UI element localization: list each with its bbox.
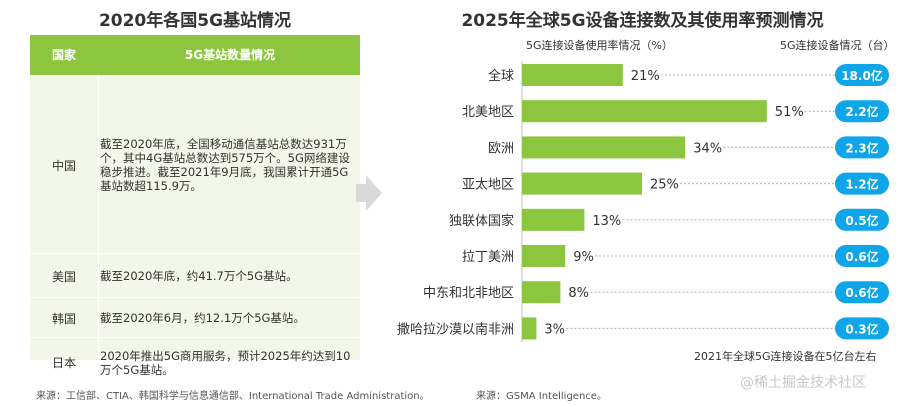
table-header: 国家 5G基站数量情况 <box>30 35 360 75</box>
usage-bar <box>522 208 585 231</box>
device-count-pill <box>835 100 889 123</box>
device-count-pill <box>835 245 889 267</box>
usage-bar <box>522 136 686 159</box>
row-text: 2020年推出5G商用服务，预计2025年约达到10万个5G基站。 <box>100 348 351 377</box>
device-count-label: 0.6亿 <box>845 285 878 300</box>
row-text: 截至2020年底，约41.7万个5G基站。 <box>100 269 298 283</box>
usage-data-label: 9% <box>573 250 594 265</box>
table-row: 美国 截至2020年底，约41.7万个5G基站。 <box>30 253 360 298</box>
device-count-label: 0.6亿 <box>845 249 878 264</box>
header-country: 国家 <box>51 48 76 62</box>
base-station-table: 国家 5G基站数量情况 中国 截至2020年底，全国移动通信基站总数达931万个… <box>30 35 360 387</box>
device-count-label: 0.3亿 <box>845 321 878 336</box>
usage-data-label: 34% <box>693 141 722 156</box>
usage-bar <box>522 172 642 195</box>
row-country: 中国 <box>30 76 99 254</box>
usage-bar <box>522 100 767 123</box>
row-country: 韩国 <box>30 298 99 338</box>
left-source: 来源：工信部、CTIA、韩国科学与信息通信部、International Tra… <box>36 391 430 402</box>
device-count-label: 0.5亿 <box>845 213 878 228</box>
category-label: 亚太地区 <box>462 178 514 193</box>
device-count-pill <box>835 136 889 159</box>
category-label: 独联体国家 <box>449 213 514 229</box>
header-info: 5G基站数量情况 <box>184 48 276 62</box>
watermark-text: @稀土掘金技术社区 <box>740 375 866 391</box>
category-label: 欧洲 <box>488 141 514 156</box>
device-count-label: 18.0亿 <box>841 68 883 83</box>
usage-bar <box>522 64 623 86</box>
row-country: 美国 <box>30 254 99 298</box>
chart-footnote: 2021年全球5G连接设备在5亿台左右 <box>694 350 877 363</box>
usage-header: 5G连接设备使用率情况（%） <box>526 39 673 52</box>
device-count-label: 1.2亿 <box>845 177 878 192</box>
device-count-label: 2.3亿 <box>845 140 878 155</box>
device-count-label: 2.2亿 <box>845 104 878 119</box>
usage-data-label: 3% <box>544 322 565 337</box>
category-label: 拉丁美洲 <box>462 250 514 265</box>
usage-data-label: 21% <box>631 69 660 84</box>
device-count-pill <box>835 317 889 340</box>
device-count-pill <box>835 208 889 231</box>
row-text: 截至2020年6月，约12.1万个5G基站。 <box>100 311 305 325</box>
arrow-icon-body <box>356 184 368 202</box>
category-label: 全球 <box>488 68 514 84</box>
device-count-pill <box>835 281 889 304</box>
right-source: 来源：GSMA Intelligence。 <box>476 391 607 402</box>
left-chart-title: 2020年各国5G基站情况 <box>98 11 292 31</box>
arrow-right-icon <box>366 175 382 211</box>
usage-bar <box>522 281 561 304</box>
device-count-pill <box>835 172 889 195</box>
usage-data-label: 51% <box>775 105 804 120</box>
devices-header: 5G连接设备情况（台） <box>780 39 895 52</box>
right-chart-title: 2025年全球5G设备连接数及其使用率预测情况 <box>461 11 824 31</box>
table-row: 中国 截至2020年底，全国移动通信基站总数达931万个，其中4G基站总数达到5… <box>30 75 360 254</box>
usage-bar <box>522 245 566 267</box>
category-label: 撒哈拉沙漠以南非洲 <box>397 321 514 337</box>
row-country: 日本 <box>30 338 99 387</box>
device-count-pill <box>835 64 889 86</box>
row-text: 截至2020年底，全国移动通信基站总数达931万个，其中4G基站总数达到575万… <box>100 137 350 193</box>
category-label: 北美地区 <box>462 105 514 120</box>
usage-data-label: 25% <box>650 178 679 193</box>
table-row: 日本 2020年推出5G商用服务，预计2025年约达到10万个5G基站。 <box>30 337 360 387</box>
usage-bar <box>522 317 537 340</box>
category-label: 中东和北非地区 <box>423 286 514 301</box>
usage-data-label: 8% <box>568 286 589 301</box>
table-row: 韩国 截至2020年6月，约12.1万个5G基站。 <box>30 297 360 338</box>
usage-data-label: 13% <box>592 214 621 229</box>
